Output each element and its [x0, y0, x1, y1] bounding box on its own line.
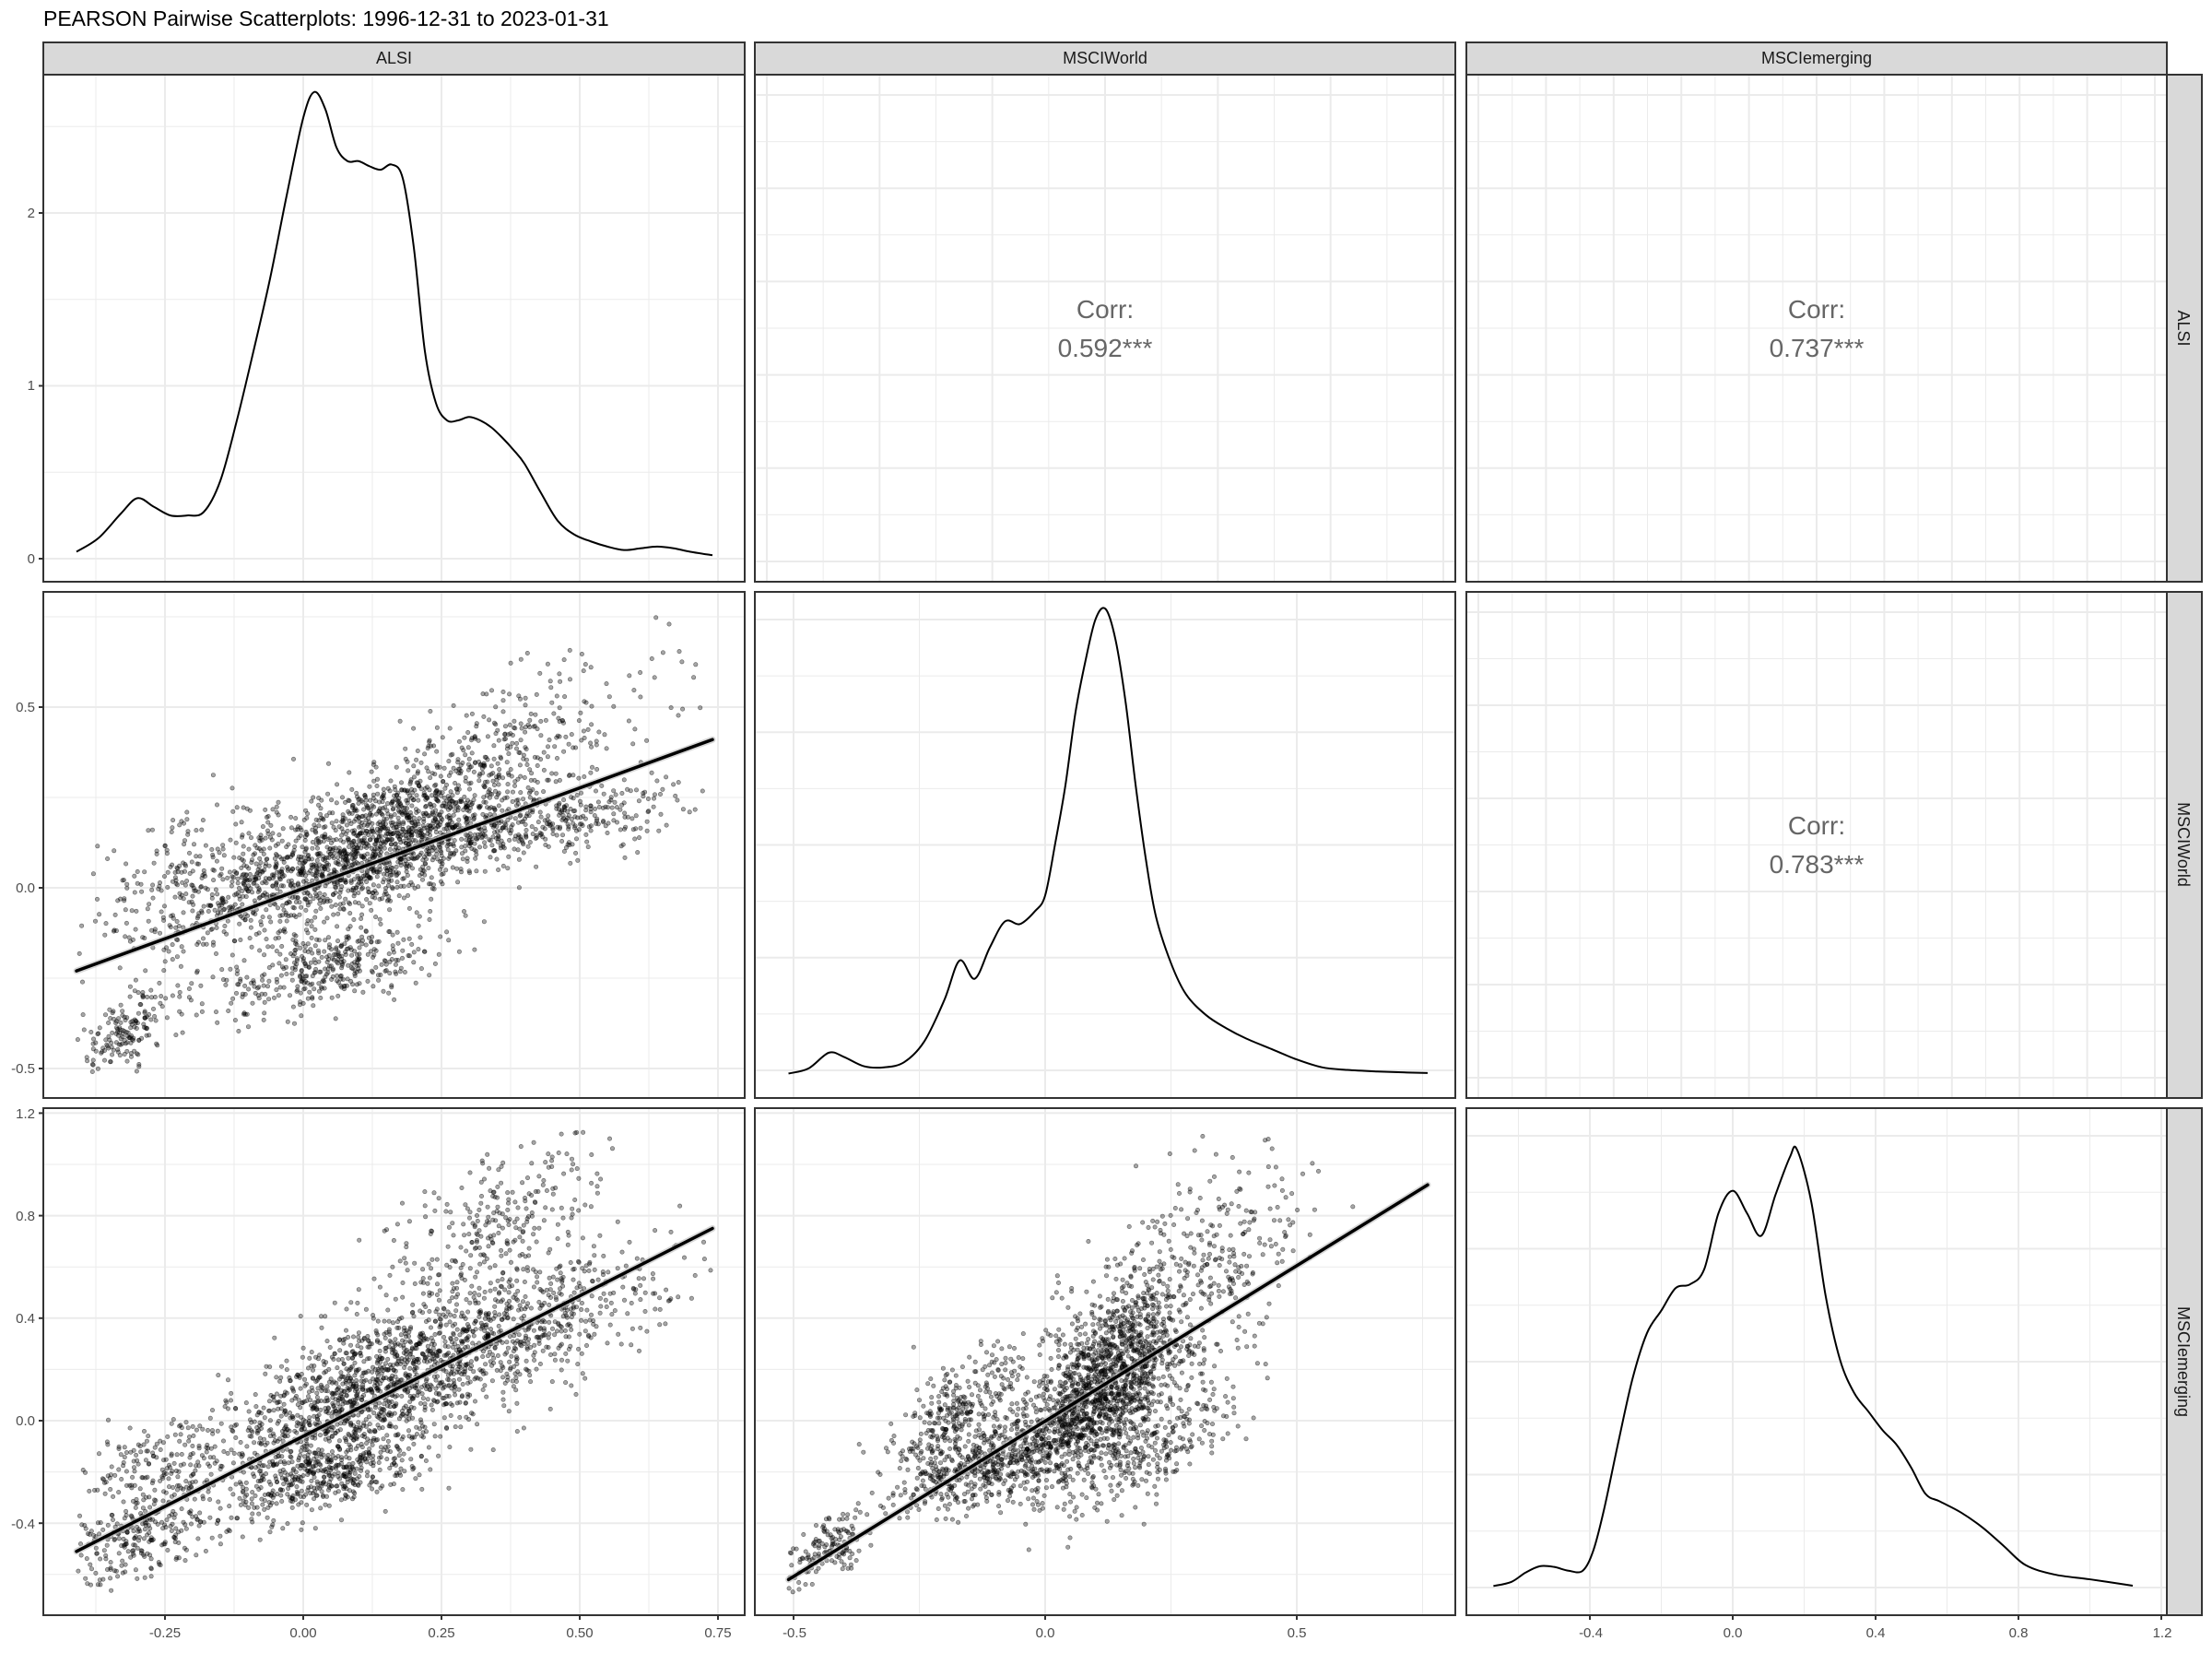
- row-strip-msciemerging: MSCIemerging: [2167, 1108, 2202, 1615]
- column-strip-msciworld: MSCIWorld: [755, 42, 1455, 75]
- panel-alsi-msciworld: [755, 75, 1455, 582]
- y-tick-label: 1: [28, 378, 35, 394]
- panel-msciworld-msciworld: [668, 592, 1456, 1098]
- chart-title: PEARSON Pairwise Scatterplots: 1996-12-3…: [43, 6, 609, 30]
- column-strip-msciemerging: MSCIemerging: [1466, 42, 2167, 75]
- corr-label: Corr:: [1788, 811, 1845, 840]
- x-tick-label: 0.8: [2009, 1625, 2029, 1641]
- strip-label: ALSI: [376, 49, 412, 67]
- row-strip-alsi: ALSI: [2167, 75, 2202, 582]
- y-tick-label: 1.2: [16, 1106, 35, 1122]
- x-axis-alsi: -0.25 0.00 0.25 0.50 0.75: [149, 1625, 732, 1641]
- panel-msciemerging-alsi: [39, 1108, 745, 1620]
- panel-alsi-msciemerging: [1466, 75, 2167, 582]
- y-tick-label: 0.5: [16, 700, 35, 715]
- x-axis-msciworld: -0.5 0.0 0.5: [782, 1625, 1306, 1641]
- x-tick-label: 0.5: [1288, 1625, 1307, 1641]
- x-tick-label: -0.25: [149, 1625, 181, 1641]
- panel-msciemerging-msciemerging: [1466, 1108, 2167, 1620]
- y-tick-label: 2: [28, 206, 35, 221]
- x-tick-label: 0.0: [1724, 1625, 1743, 1641]
- panel-msciworld-msciemerging: [1466, 592, 2167, 1098]
- x-tick-label: 0.25: [428, 1625, 454, 1641]
- y-tick-label: -0.4: [11, 1517, 35, 1532]
- x-axis-msciemerging: -0.4 0.0 0.4 0.8 1.2: [1579, 1625, 2171, 1641]
- strip-label: MSCIemerging: [2174, 1306, 2193, 1417]
- corr-value: 0.592***: [1058, 334, 1153, 362]
- x-tick-label: -0.5: [782, 1625, 806, 1641]
- panel-msciworld-alsi: [39, 592, 745, 1098]
- corr-label: Corr:: [1788, 295, 1845, 324]
- panel-alsi-alsi: [39, 75, 745, 582]
- strip-label: MSCIemerging: [1761, 49, 1872, 67]
- y-tick-label: 0.8: [16, 1209, 35, 1224]
- x-tick-label: 0.4: [1866, 1625, 1886, 1641]
- strip-label: MSCIWorld: [1063, 49, 1147, 67]
- corr-value: 0.737***: [1770, 334, 1865, 362]
- y-tick-label: 0: [28, 551, 35, 567]
- y-tick-label: 0.0: [16, 880, 35, 896]
- x-tick-label: 0.00: [289, 1625, 316, 1641]
- y-axis-msciworld: -0.5 0.0 0.5: [11, 700, 35, 1077]
- x-tick-label: 0.0: [1036, 1625, 1055, 1641]
- y-axis-msciemerging: -0.4 0.0 0.4 0.8 1.2: [11, 1106, 35, 1532]
- row-strip-msciworld: MSCIWorld: [2167, 592, 2202, 1098]
- y-axis-alsi: 0 1 2: [28, 206, 35, 567]
- strip-label: MSCIWorld: [2174, 802, 2193, 887]
- corr-label: Corr:: [1077, 295, 1134, 324]
- x-tick-label: 0.50: [566, 1625, 593, 1641]
- y-tick-label: 0.0: [16, 1413, 35, 1429]
- x-tick-label: 1.2: [2153, 1625, 2172, 1641]
- x-tick-label: 0.75: [704, 1625, 731, 1641]
- panel-msciemerging-msciworld: [668, 1108, 1456, 1620]
- y-tick-label: -0.5: [11, 1061, 35, 1077]
- x-tick-label: -0.4: [1579, 1625, 1603, 1641]
- y-tick-label: 0.4: [16, 1311, 35, 1327]
- column-strip-alsi: ALSI: [43, 42, 745, 75]
- corr-value: 0.783***: [1770, 850, 1865, 879]
- strip-label: ALSI: [2174, 310, 2193, 346]
